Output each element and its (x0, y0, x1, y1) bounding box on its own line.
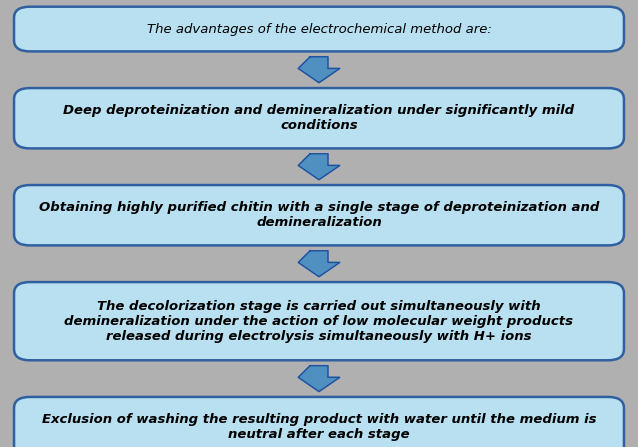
FancyBboxPatch shape (14, 88, 624, 148)
FancyBboxPatch shape (14, 185, 624, 245)
Polygon shape (299, 251, 339, 277)
Text: Exclusion of washing the resulting product with water until the medium is
neutra: Exclusion of washing the resulting produ… (41, 413, 597, 441)
Polygon shape (299, 154, 339, 180)
Text: The advantages of the electrochemical method are:: The advantages of the electrochemical me… (147, 22, 491, 36)
Polygon shape (299, 366, 339, 392)
FancyBboxPatch shape (14, 397, 624, 447)
Text: The decolorization stage is carried out simultaneously with
demineralization und: The decolorization stage is carried out … (64, 299, 574, 343)
Text: Obtaining highly purified chitin with a single stage of deproteinization and
dem: Obtaining highly purified chitin with a … (39, 201, 599, 229)
Text: Deep deproteinization and demineralization under significantly mild
conditions: Deep deproteinization and demineralizati… (63, 104, 575, 132)
Polygon shape (299, 57, 339, 83)
FancyBboxPatch shape (14, 282, 624, 360)
FancyBboxPatch shape (14, 7, 624, 51)
